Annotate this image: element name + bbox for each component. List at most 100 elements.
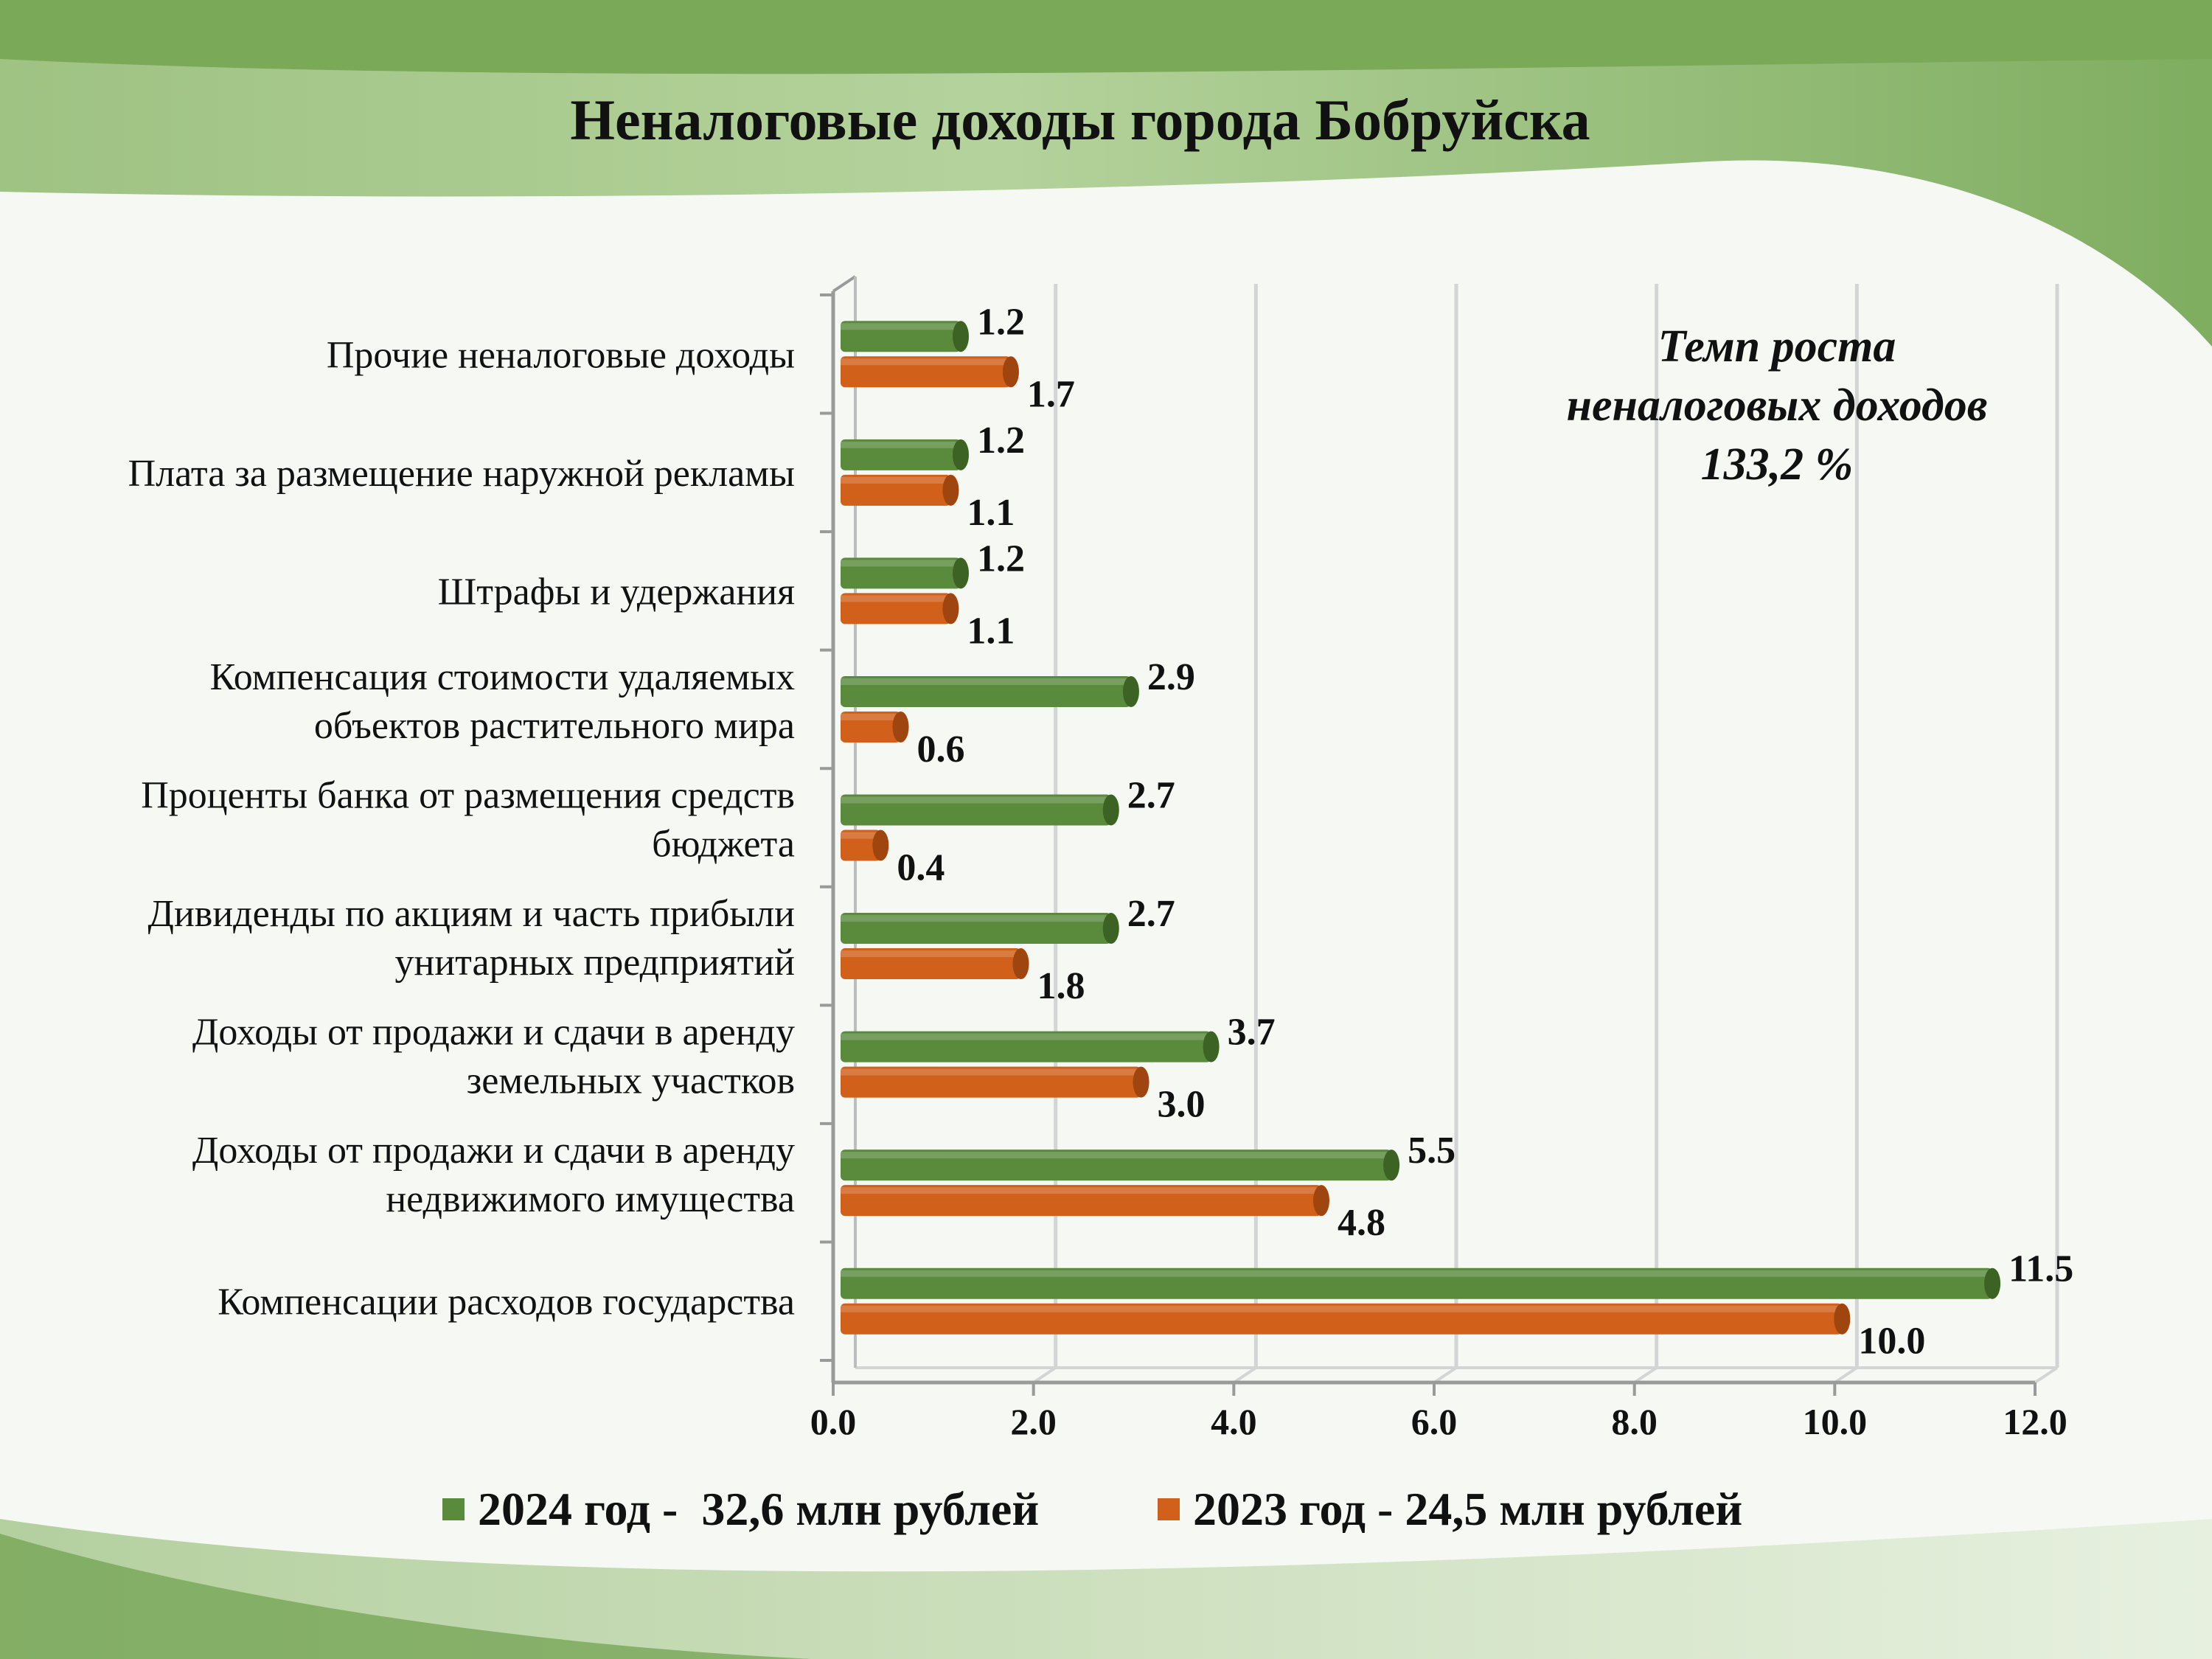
value-label-2024: 1.2 <box>977 420 1025 462</box>
category-label-line: унитарных предприятий <box>395 942 796 984</box>
category-label: Доходы от продажи и сдачи в аренду земель… <box>192 1012 795 1102</box>
bar-highlight <box>841 476 951 484</box>
category-label: Доходы от продажи и сдачи в аренду недвиж… <box>192 1130 795 1220</box>
bar-highlight <box>841 678 1131 685</box>
legend-item-2024: 2024 год - 32,6 млн рублей <box>442 1482 1039 1537</box>
bar-2024 <box>841 1267 1993 1299</box>
value-label-2023: 0.6 <box>917 728 965 771</box>
x-tick-label: 12.0 <box>2003 1401 2067 1442</box>
bar-end-cap <box>1012 948 1029 980</box>
x-tick-label: 6.0 <box>1411 1401 1458 1442</box>
bar-2023 <box>841 1066 1141 1098</box>
value-label-2023: 3.0 <box>1158 1084 1206 1126</box>
bar-end-cap <box>1313 1185 1329 1217</box>
value-label-2024: 1.2 <box>977 301 1025 343</box>
bar-end-cap <box>953 557 969 589</box>
gridline-foot <box>1433 1366 1458 1384</box>
bar-2023 <box>841 1303 1843 1335</box>
bar-highlight <box>841 1187 1321 1194</box>
value-label-2023: 10.0 <box>1858 1321 1925 1363</box>
category-label: Компенсация стоимости удаляемых объектов … <box>210 656 795 747</box>
category-label: Штрафы и удержания <box>438 571 795 613</box>
value-label-2023: 1.1 <box>967 610 1015 652</box>
category-label: Дивиденды по акциям и часть прибыли унита… <box>148 893 796 984</box>
bar-end-cap <box>1102 794 1119 826</box>
category-label: Проценты банка от размещения средств бюдж… <box>141 775 795 866</box>
x-tick-label: 8.0 <box>1611 1401 1658 1442</box>
category-label-line: объектов растительного мира <box>314 705 795 747</box>
x-tick-label: 2.0 <box>1010 1401 1057 1442</box>
growth-rate-line-2: неналоговых доходов <box>1566 380 1988 431</box>
value-label-2024: 1.2 <box>977 538 1025 580</box>
growth-rate-note: Темп роста неналоговых доходов 133,2 % <box>1445 317 2109 494</box>
bar-2024 <box>841 557 961 589</box>
bar-end-cap <box>942 474 959 506</box>
gridline-foot <box>1233 1366 1257 1384</box>
bar-highlight <box>841 1152 1392 1159</box>
bar-end-cap <box>953 321 969 352</box>
category-label: Компенсации расходов государства <box>218 1281 795 1324</box>
growth-rate-value: 133,2 % <box>1700 439 1854 490</box>
legend-swatch-2024 <box>442 1498 465 1520</box>
legend-item-2023: 2023 год - 24,5 млн рублей <box>1158 1482 1742 1537</box>
value-label-2024: 2.9 <box>1147 656 1195 698</box>
category-label-line: недвижимого имущества <box>386 1178 795 1220</box>
category-label-line: Штрафы и удержания <box>438 571 795 613</box>
bar-highlight <box>841 1270 1993 1277</box>
category-label: Прочие неналоговые доходы <box>327 334 795 376</box>
legend-label-2024: 2024 год - 32,6 млн рублей <box>478 1483 1040 1535</box>
bar-end-cap <box>1834 1303 1851 1335</box>
chart-legend: 2024 год - 32,6 млн рублей 2023 год - 24… <box>0 1482 2212 1541</box>
bar-2023 <box>841 593 951 625</box>
bar-end-cap <box>1203 1031 1220 1062</box>
bar-2024 <box>841 675 1131 707</box>
bar-2024 <box>841 1031 1211 1062</box>
value-label-2023: 1.7 <box>1027 373 1075 415</box>
value-label-2024: 2.7 <box>1127 893 1175 935</box>
bar-highlight <box>841 595 951 602</box>
bar-highlight <box>841 915 1111 922</box>
category-label-line: Компенсации расходов государства <box>218 1281 795 1324</box>
bar-2024 <box>841 1150 1392 1181</box>
x-tick-label: 4.0 <box>1211 1401 1257 1442</box>
bar-2023 <box>841 830 881 861</box>
category-label-line: Плата за размещение наружной рекламы <box>128 453 795 495</box>
bar-highlight <box>841 1033 1211 1040</box>
growth-rate-line-1: Темп роста <box>1658 321 1896 372</box>
bar-end-cap <box>892 711 909 742</box>
bar-end-cap <box>1002 356 1019 388</box>
value-label-2024: 5.5 <box>1408 1130 1455 1172</box>
gridline-foot <box>1834 1366 1858 1384</box>
bar-2024 <box>841 439 961 470</box>
category-label-line: Доходы от продажи и сдачи в аренду <box>192 1012 795 1054</box>
bar-layer <box>841 321 2001 1335</box>
bar-2023 <box>841 948 1021 980</box>
bar-highlight <box>841 358 1011 366</box>
gridline-foot <box>1032 1366 1057 1384</box>
bar-end-cap <box>872 830 889 861</box>
bar-end-cap <box>953 439 969 470</box>
category-label-line: Компенсация стоимости удаляемых <box>210 656 795 698</box>
value-label-2023: 1.8 <box>1037 965 1085 1007</box>
bar-end-cap <box>1102 913 1119 945</box>
category-label-line: Проценты банка от размещения средств <box>141 775 795 817</box>
category-label-line: Доходы от продажи и сдачи в аренду <box>192 1130 795 1172</box>
value-label-2023: 0.4 <box>897 847 945 889</box>
value-label-2023: 1.1 <box>967 492 1015 534</box>
bar-end-cap <box>1133 1066 1150 1098</box>
bar-end-cap <box>942 593 959 625</box>
category-label-line: бюджета <box>652 824 795 866</box>
bar-2023 <box>841 474 951 506</box>
bar-2023 <box>841 356 1011 388</box>
category-label-line: Прочие неналоговые доходы <box>327 334 795 376</box>
bar-highlight <box>841 1068 1141 1076</box>
gridline-foot <box>2034 1366 2059 1384</box>
legend-label-2023: 2023 год - 24,5 млн рублей <box>1193 1483 1743 1535</box>
bar-2024 <box>841 794 1111 826</box>
gridline-foot <box>1633 1366 1658 1384</box>
x-tick-label: 10.0 <box>1803 1401 1868 1442</box>
bar-2023 <box>841 1185 1321 1217</box>
value-label-2024: 3.7 <box>1228 1012 1276 1054</box>
bar-highlight <box>841 713 901 720</box>
